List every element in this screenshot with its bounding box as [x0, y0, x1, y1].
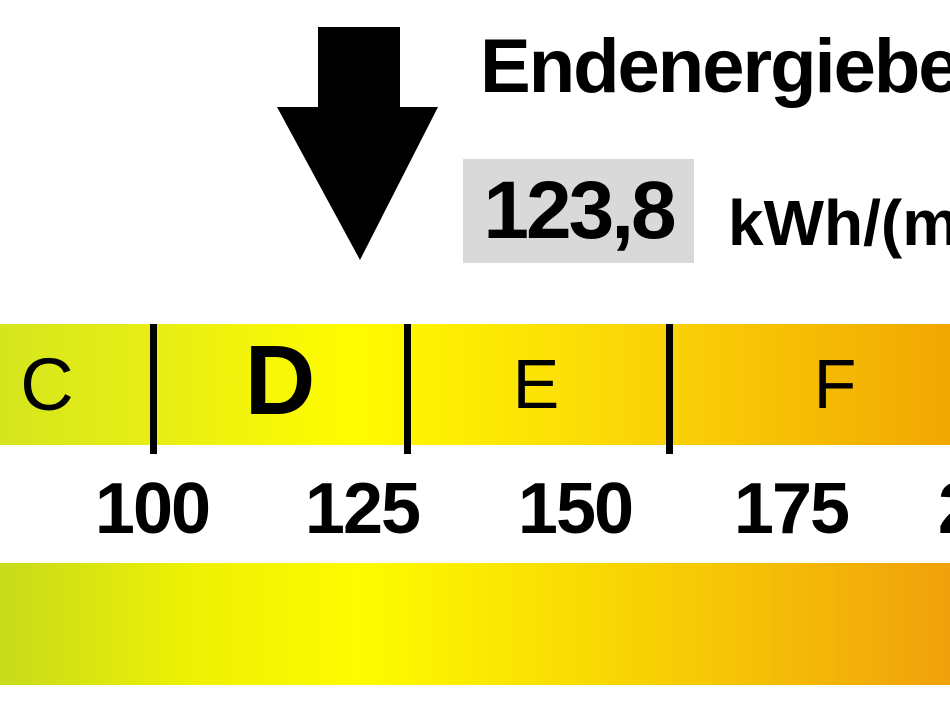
- tick-label-175: 175: [733, 469, 850, 549]
- class-divider: [666, 324, 673, 454]
- class-label-e: E: [512, 345, 560, 423]
- comparison-gradient-bar: [0, 563, 950, 685]
- tick-label-125: 125: [304, 469, 421, 549]
- unit-label: kWh/(m²·a): [728, 187, 950, 259]
- tick-label-100: 100: [94, 469, 211, 549]
- value-box: 123,8: [463, 159, 694, 263]
- efficiency-class-band: [0, 324, 950, 445]
- class-label-c: C: [20, 343, 74, 426]
- class-divider: [150, 324, 157, 454]
- tick-label-150: 150: [517, 469, 634, 549]
- value-marker-arrow-icon: [277, 27, 438, 260]
- value-text: 123,8: [483, 165, 676, 256]
- class-divider: [404, 324, 411, 454]
- tick-label-200: 200: [938, 468, 950, 550]
- metric-title: Endenergiebedarf: [480, 24, 950, 109]
- class-label-d: D: [244, 325, 316, 435]
- class-label-f: F: [813, 345, 857, 423]
